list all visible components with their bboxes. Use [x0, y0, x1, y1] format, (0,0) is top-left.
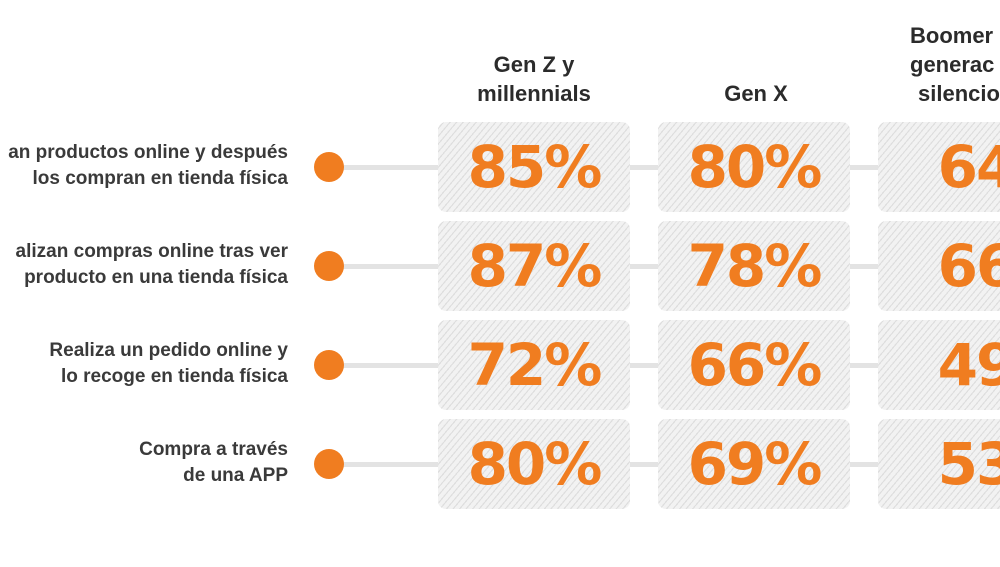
value-cell: 66% — [658, 320, 850, 410]
column-header-gen-x-line1: Gen X — [724, 81, 788, 106]
row-bullet-dot — [314, 251, 344, 281]
value-cell: 80% — [658, 122, 850, 212]
value-label: 69% — [687, 430, 823, 498]
column-header-boomers-line3: silencio — [918, 81, 1000, 106]
value-label: 80% — [467, 430, 603, 498]
row-label-line2: los compran en tienda física — [32, 168, 288, 189]
value-label: 72% — [467, 331, 603, 399]
row-label: alizan compras online tras ver producto e… — [0, 239, 288, 291]
column-header-gen-x: Gen X — [656, 79, 856, 108]
value-label: 80% — [687, 133, 823, 201]
row-label: Realiza un pedido online y lo recoge en t… — [0, 338, 288, 390]
value-cell: 78% — [658, 221, 850, 311]
row-label: an productos online y después los compran… — [0, 140, 288, 192]
row-label: Compra a través de una APP — [0, 437, 288, 489]
value-cell: 64% — [878, 122, 1000, 212]
row-bullet-dot — [314, 152, 344, 182]
column-header-gen-z-line2: millennials — [477, 81, 591, 106]
value-label: 85% — [467, 133, 603, 201]
value-label: 49% — [937, 331, 1000, 399]
value-label: 87% — [467, 232, 603, 300]
value-cell: 69% — [658, 419, 850, 509]
row-label-line1: Compra a través — [139, 439, 288, 460]
value-label: 64% — [937, 133, 1000, 201]
row-label-line2: de una APP — [183, 465, 288, 486]
row-label-line1: an productos online y después — [8, 142, 288, 163]
column-header-gen-z-line1: Gen Z y — [493, 52, 575, 77]
value-cell: 66% — [878, 221, 1000, 311]
value-label: 66% — [937, 232, 1000, 300]
value-label: 78% — [687, 232, 823, 300]
value-cell: 72% — [438, 320, 630, 410]
row-label-line2: lo recoge en tienda física — [60, 366, 288, 387]
row-label-line1: Realiza un pedido online y — [49, 340, 288, 361]
row-bullet-dot — [314, 350, 344, 380]
column-header-gen-z: Gen Z y millennials — [433, 50, 635, 108]
row-label-line1: alizan compras online tras ver — [15, 241, 288, 262]
value-cell: 49% — [878, 320, 1000, 410]
value-cell: 85% — [438, 122, 630, 212]
value-label: 53% — [937, 430, 1000, 498]
row-label-line2: producto en una tienda física — [24, 267, 288, 288]
value-label: 66% — [687, 331, 823, 399]
value-cell: 87% — [438, 221, 630, 311]
value-cell: 53% — [878, 419, 1000, 509]
column-header-boomers-line1: Boomer — [910, 23, 994, 48]
column-header-boomers: Boomer generac silencio — [880, 21, 1000, 108]
value-cell: 80% — [438, 419, 630, 509]
row-bullet-dot — [314, 449, 344, 479]
column-header-boomers-line2: generac — [910, 52, 995, 77]
